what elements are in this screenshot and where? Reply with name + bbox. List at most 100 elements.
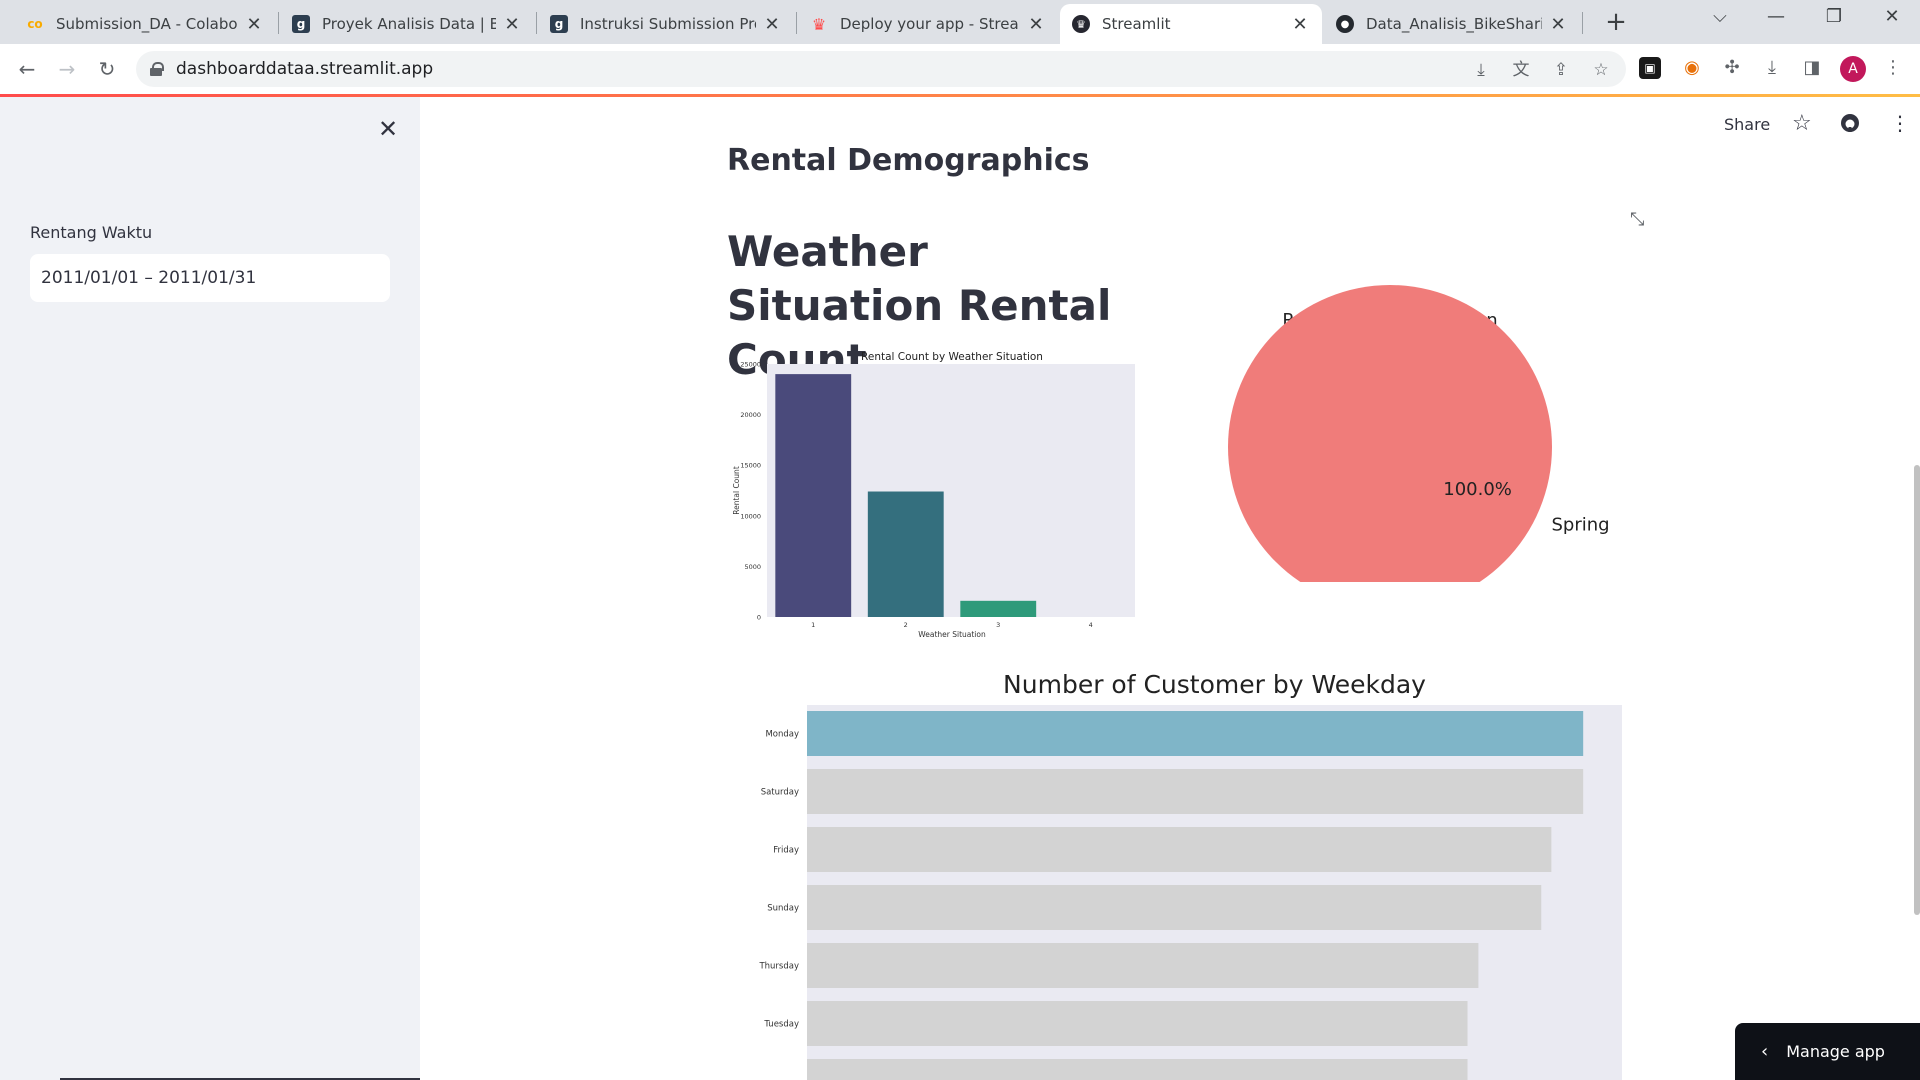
streamlit-decoration-bar	[0, 94, 1920, 97]
forward-icon[interactable]: →	[58, 57, 76, 81]
y-tick-label: Friday	[773, 846, 799, 856]
chevron-left-icon: ‹	[1761, 1041, 1769, 1062]
bar-thursday	[807, 943, 1479, 988]
browser-tab-1[interactable]: g Proyek Analisis Data | Belaj ✕	[280, 4, 534, 44]
x-tick-label: 1	[811, 621, 815, 629]
x-tick-label: 4	[1089, 621, 1093, 629]
share-button[interactable]: Share	[1724, 115, 1771, 134]
browser-tab-2[interactable]: g Instruksi Submission Proye ✕	[538, 4, 794, 44]
taskbar-edge	[60, 1078, 420, 1080]
close-tab-icon[interactable]: ✕	[1028, 13, 1044, 35]
tab-title: Proyek Analisis Data | Belaj	[322, 15, 496, 33]
bookmark-star-icon[interactable]: ☆	[1593, 60, 1609, 80]
bar-partial-next	[807, 1059, 1468, 1080]
date-range-label: Rentang Waktu	[30, 223, 153, 242]
dicoding-icon: g	[550, 15, 568, 33]
translate-icon[interactable]: 文	[1512, 60, 1530, 80]
browser-tab-3[interactable]: ♛ Deploy your app - Streaml ✕	[798, 4, 1058, 44]
x-tick-label: 3	[996, 621, 1000, 629]
pie-category-label: Spring	[1552, 514, 1610, 535]
chart-title: Rental Count by Weather Situation	[861, 351, 1043, 363]
back-icon[interactable]: ←	[18, 57, 36, 81]
browser-tab-4[interactable]: ♛ Streamlit ✕	[1060, 4, 1322, 44]
y-tick-label: 20000	[740, 411, 761, 419]
close-tab-icon[interactable]: ✕	[1550, 13, 1566, 35]
y-tick-label: 25000	[740, 361, 761, 369]
tab-title: Deploy your app - Streaml	[840, 15, 1020, 33]
close-tab-icon[interactable]: ✕	[1292, 13, 1308, 35]
bar-tuesday	[807, 1001, 1468, 1046]
browser-menu-icon[interactable]: ⋮	[1884, 57, 1902, 78]
season-pie-chart: Rental Count by Season100.0%Spring	[1228, 285, 1610, 582]
tab-title: Streamlit	[1102, 15, 1171, 33]
extension-icon[interactable]: ◉	[1684, 57, 1700, 78]
close-window-icon[interactable]: ✕	[1884, 6, 1900, 27]
date-range-input[interactable]: 2011/01/01 – 2011/01/31	[30, 254, 390, 302]
section-subheader: Rental Demographics	[727, 143, 1090, 178]
weather-situation-chart: Rental Count by Weather Situation 0 5000 10…	[732, 351, 1135, 639]
colab-icon: co	[27, 17, 43, 31]
bar-2	[867, 491, 944, 617]
close-sidebar-icon[interactable]: ✕	[378, 115, 399, 143]
y-tick-label: 0	[757, 614, 761, 622]
browser-tab-strip: co Submission_DA - Colabora ✕ g Proyek A…	[0, 0, 1920, 44]
install-app-icon[interactable]: ⤓	[1477, 60, 1485, 80]
url-text: dashboarddataa.streamlit.app	[176, 59, 434, 79]
restore-icon[interactable]: ❐	[1825, 6, 1843, 27]
downloads-icon[interactable]: ⤓	[1768, 57, 1776, 78]
extensions-puzzle-icon[interactable]: ✣	[1724, 57, 1740, 78]
address-bar[interactable]: dashboarddataa.streamlit.app ⤓ 文 ⇪ ☆	[136, 51, 1626, 87]
dicoding-icon: g	[292, 15, 310, 33]
main-content: Share ☆ ⋮ Rental Demographics Weather Si…	[420, 97, 1920, 1080]
y-tick-label: 15000	[740, 462, 761, 470]
main-menu-icon[interactable]: ⋮	[1890, 111, 1910, 135]
bar-saturday	[807, 769, 1584, 814]
y-tick-label: 5000	[744, 563, 761, 571]
reload-icon[interactable]: ↻	[98, 57, 116, 81]
bar-monday	[807, 711, 1584, 756]
github-icon[interactable]	[1840, 113, 1860, 133]
y-tick-label: Sunday	[767, 904, 799, 914]
bar-1	[775, 374, 852, 617]
tab-separator	[278, 12, 279, 34]
tab-separator	[796, 12, 797, 34]
close-tab-icon[interactable]: ✕	[504, 13, 520, 35]
side-panel-icon[interactable]: ◨	[1803, 57, 1821, 78]
pie-slice-spring	[1228, 285, 1552, 582]
x-axis-label: Weather Situation	[918, 630, 986, 639]
bar-friday	[807, 827, 1552, 872]
tab-search-icon[interactable]: ⌵	[1713, 6, 1727, 27]
extension-icon[interactable]: ▣	[1639, 57, 1661, 79]
page-scrollbar[interactable]	[1914, 465, 1920, 915]
minimize-icon[interactable]: —	[1767, 6, 1785, 27]
bar-3	[960, 600, 1037, 617]
y-tick-label: 10000	[740, 512, 761, 520]
y-tick-label: Tuesday	[763, 1020, 799, 1030]
y-tick-label: Thursday	[758, 962, 799, 972]
chart-title: Number of Customer by Weekday	[1003, 670, 1426, 699]
new-tab-icon[interactable]: +	[1605, 7, 1627, 37]
github-icon: ●	[1336, 15, 1354, 33]
streamlit-icon: ♛	[1072, 15, 1090, 33]
share-page-icon[interactable]: ⇪	[1553, 60, 1569, 80]
weekday-customer-chart: Number of Customer by Weekday Monday Satur…	[758, 670, 1622, 1080]
profile-avatar[interactable]: A	[1840, 56, 1866, 82]
streamlit-icon: ♛	[811, 14, 827, 34]
bar-sunday	[807, 885, 1542, 930]
y-tick-label: Monday	[765, 730, 799, 740]
tab-title: Data_Analisis_BikeSharing/	[1366, 15, 1542, 33]
lock-icon	[150, 62, 164, 76]
y-axis-label: Rental Count	[732, 466, 741, 515]
browser-tab-0[interactable]: co Submission_DA - Colabora ✕	[14, 4, 276, 44]
manage-app-button[interactable]: ‹ Manage app	[1735, 1023, 1920, 1080]
close-tab-icon[interactable]: ✕	[246, 13, 262, 35]
browser-toolbar: ← → ↻ dashboarddataa.streamlit.app ⤓ 文 ⇪…	[0, 44, 1920, 94]
tab-separator	[536, 12, 537, 34]
tab-title: Instruksi Submission Proye	[580, 15, 756, 33]
tab-title: Submission_DA - Colabora	[56, 15, 238, 33]
sidebar: ✕ Rentang Waktu 2011/01/01 – 2011/01/31	[0, 97, 420, 1080]
browser-tab-5[interactable]: ● Data_Analisis_BikeSharing/ ✕	[1324, 4, 1580, 44]
close-tab-icon[interactable]: ✕	[764, 13, 780, 35]
fullscreen-expand-icon[interactable]: ⤡	[1630, 209, 1645, 230]
star-icon[interactable]: ☆	[1792, 111, 1812, 136]
